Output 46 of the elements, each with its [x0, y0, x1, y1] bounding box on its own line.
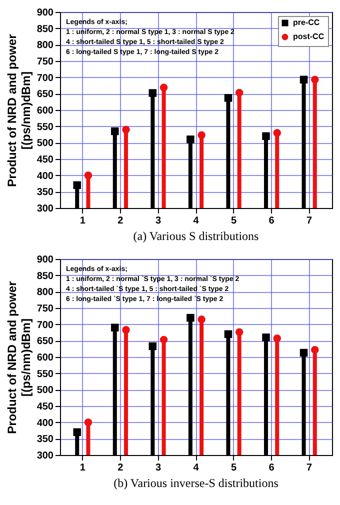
y-tick-label: 400 — [36, 418, 54, 429]
y-tick-label: 850 — [36, 24, 54, 35]
y-tick-label: 550 — [36, 368, 54, 380]
y-tick-label: 550 — [36, 122, 54, 133]
y-tick-label: 350 — [36, 434, 54, 446]
y-tick-label: 300 — [36, 450, 54, 462]
x-tick-label: 6 — [268, 462, 275, 474]
x-tick-label: 7 — [306, 216, 313, 226]
x-tick-label: 3 — [155, 216, 162, 226]
y-tick-label: 650 — [36, 89, 54, 100]
y-tick-label: 600 — [36, 106, 54, 116]
y-tick-label: 750 — [36, 304, 54, 314]
x-tick-label: 5 — [230, 462, 237, 474]
y-axis-title: Product of NRD and power [(ps/nm)dBm] — [4, 280, 33, 434]
y-tick-label: 900 — [36, 8, 54, 18]
y-tick-label: 450 — [36, 154, 54, 166]
y-tick-label: 500 — [36, 385, 54, 396]
x-tick-label: 2 — [118, 216, 124, 226]
y-tick-label: 700 — [36, 320, 54, 331]
text: (a) Various S distributions — [133, 229, 260, 243]
x-tick-label: 1 — [80, 216, 86, 226]
y-tick-label: 300 — [36, 204, 54, 214]
x-tick-label: 1 — [80, 462, 86, 474]
y-tick-label: 700 — [36, 72, 54, 84]
y-tick-label: 500 — [36, 138, 54, 150]
y-tick-label: 750 — [36, 56, 54, 68]
y-tick-label: 800 — [36, 40, 54, 52]
y-tick-label: 450 — [36, 402, 54, 412]
legend-label: pre-CC — [293, 18, 320, 27]
x-tick-label: 5 — [230, 216, 237, 226]
x-tick-label: 7 — [306, 462, 313, 474]
x-tick-label: 3 — [155, 462, 162, 474]
y-tick-label: 650 — [36, 336, 54, 348]
x-tick-label: 4 — [193, 216, 200, 226]
legend-label: post-CC — [293, 32, 324, 41]
y-tick-label: 400 — [36, 170, 54, 182]
x-tick-label: 6 — [268, 216, 275, 226]
y-tick-label: 350 — [36, 187, 54, 198]
y-tick-label: 900 — [36, 254, 54, 266]
y-tick-label: 850 — [36, 270, 54, 282]
text: (b) Various inverse-S distributions — [114, 476, 279, 490]
y-axis-title: Product of NRD and power [(ps/nm)dBm] — [4, 34, 33, 187]
x-tick-label: 4 — [193, 462, 200, 474]
x-tick-label: 2 — [118, 462, 124, 474]
y-tick-label: 800 — [36, 287, 54, 298]
y-tick-label: 600 — [36, 352, 54, 364]
